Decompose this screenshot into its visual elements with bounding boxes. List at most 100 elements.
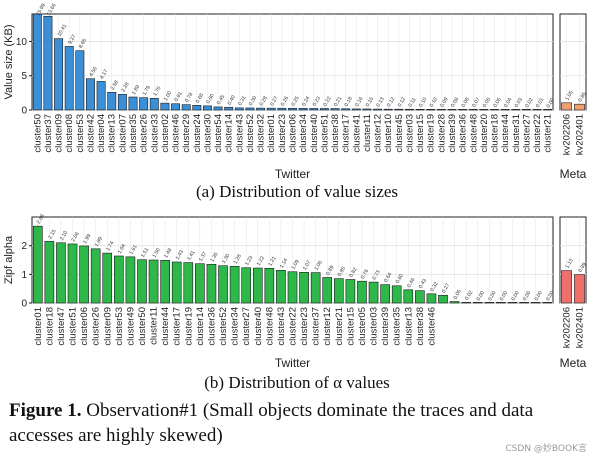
chart-b-tick-label-x: cluster44 [160, 307, 171, 346]
chart-a-data-label: 0.07 [471, 97, 481, 109]
chart-b-data-label: 1.43 [175, 249, 185, 261]
chart-b-data-label: 1.21 [267, 255, 277, 267]
chart-a-bar [54, 38, 64, 111]
chart-a-tick-label-x: cluster12 [373, 114, 384, 153]
chart-b-bar [472, 302, 483, 304]
chart-a-tick-label-x: kv202206 [562, 114, 573, 155]
chart-a-bar [245, 107, 255, 111]
chart-a-tick-label-x: cluster10 [383, 114, 394, 153]
chart-a-tick-label-x: cluster51 [319, 114, 330, 153]
chart-b-tick-label-x: cluster35 [392, 307, 403, 346]
chart-a-tick-label-x: cluster07 [117, 114, 128, 153]
chart-a-bar [224, 106, 234, 111]
chart-b-data-label: 0.64 [383, 272, 393, 284]
chart-a-tick-label-x: cluster40 [309, 114, 320, 153]
chart-a-tick-label-x: cluster39 [447, 114, 458, 153]
chart-b-tick-label-x: cluster51 [68, 307, 79, 346]
figure-caption-text: Observation#1 (Small objects dominate th… [9, 400, 534, 446]
chart-b-bar [206, 263, 217, 304]
chart-a-data-label: 0.68 [195, 92, 205, 104]
chart-b-bar [322, 277, 333, 304]
chart-b-bar [574, 274, 585, 304]
chart-b-data-label: 0.73 [372, 269, 382, 281]
chart-a-bar [234, 107, 244, 111]
chart-b-bar [461, 302, 471, 304]
chart-a-tick-label-y: 10 [16, 37, 28, 48]
chart-b-tick-label-x: cluster26 [91, 307, 102, 346]
chart-a-tick-label-x: cluster22 [532, 114, 543, 153]
chart-a-tick-label-x: cluster32 [256, 114, 267, 153]
chart-a-bar [128, 96, 138, 111]
chart-a-data-label: 0.27 [269, 95, 279, 107]
chart-a-data-label: 13.66 [46, 3, 58, 17]
chart-a-bar [117, 94, 127, 111]
chart-b-caption: (b) Distribution of α values [204, 373, 390, 392]
chart-a-tick-label-x: cluster44 [500, 114, 511, 153]
chart-b-tick-label-x: cluster18 [44, 307, 55, 346]
chart-a-caption: (a) Distribution of value sizes [196, 182, 398, 201]
chart-a-tick-label-y: 0 [21, 106, 27, 117]
chart-b-bar [484, 302, 495, 304]
chart-b-bar [287, 271, 298, 304]
chart-b-tick-label-x: cluster52 [218, 307, 229, 346]
chart-b-tick-label-x: cluster22 [288, 307, 299, 346]
chart-a-bar [351, 108, 361, 111]
chart-b-bar [391, 285, 402, 304]
chart-a-data-label: 0.12 [386, 96, 396, 108]
chart-b-tick-label-x: cluster48 [264, 307, 275, 346]
chart-b-bar [241, 267, 252, 304]
chart-a-data-label: 10.41 [57, 23, 69, 37]
chart-a-bar [149, 98, 159, 111]
chart-b-bar [195, 263, 205, 304]
chart-a-tick-label-x: cluster09 [54, 114, 65, 153]
chart-a-data-label: 0.23 [312, 96, 322, 108]
chart-a-data-label: 0.04 [503, 97, 513, 109]
chart-b-ylabel: Zipf alpha [3, 235, 15, 284]
chart-a-tick-label-x: cluster42 [85, 114, 96, 153]
chart-b-bar [148, 259, 159, 304]
chart-a-tick-label-x: cluster13 [107, 114, 118, 153]
chart-a-tick-label-x: cluster06 [288, 114, 299, 153]
chart-b-tick-label-x: cluster46 [426, 307, 437, 346]
chart-a-bar [500, 109, 510, 111]
chart-b-bar [276, 270, 286, 304]
chart-a-tick-label-x: cluster14 [224, 114, 235, 153]
chart-a-bar [181, 104, 191, 111]
chart-a-data-label: 0.26 [280, 95, 290, 107]
chart-b-tick-label-x: cluster43 [276, 307, 287, 346]
chart-b-tick-label-x: cluster15 [345, 307, 356, 346]
chart-a-tick-label-x: cluster54 [213, 114, 224, 153]
chart-b-data-label: 0.76 [360, 268, 370, 280]
chart-b-bar [438, 294, 448, 304]
chart-a-bar [362, 108, 372, 111]
chart-a-bar [107, 92, 117, 111]
chart-b-bar [380, 284, 390, 304]
chart-a-data-label: 0.16 [354, 96, 364, 108]
chart-a-tick-label-x: cluster35 [128, 114, 139, 153]
chart-a-data-label: 0.22 [322, 96, 332, 108]
chart-a-bar [330, 108, 340, 111]
chart-a-tick-label-x: cluster19 [426, 114, 437, 153]
chart-b-data-label: 1.35 [209, 251, 219, 263]
chart-a-tick-label-x: cluster03 [404, 114, 415, 153]
chart-b-bar [160, 259, 170, 304]
chart-a-bar [532, 109, 542, 111]
chart-b-bar [171, 261, 182, 304]
chart-a-data-label: 4.56 [89, 66, 99, 78]
chart-b-data-label: 1.99 [82, 233, 92, 245]
chart-b-data-label: 0.00 [476, 290, 486, 302]
chart-a-bar [288, 107, 297, 111]
chart-b-data-label: 0.00 [522, 290, 532, 302]
chart-a-tick-label-x: cluster17 [341, 114, 352, 153]
chart-b-bar [114, 255, 124, 304]
chart-b-bar [310, 272, 321, 304]
chart-a-tick-label-x: cluster27 [521, 114, 532, 153]
chart-a-tick-label-x: cluster43 [234, 114, 245, 153]
chart-b-tick-label-x: cluster23 [299, 307, 310, 346]
chart-b-bar [542, 302, 553, 304]
chart-a-tick-label-x: cluster24 [192, 114, 203, 153]
chart-b-bar [44, 241, 55, 304]
chart-a-tick-label-x: cluster41 [351, 114, 362, 153]
chart-a-bar [561, 102, 572, 111]
